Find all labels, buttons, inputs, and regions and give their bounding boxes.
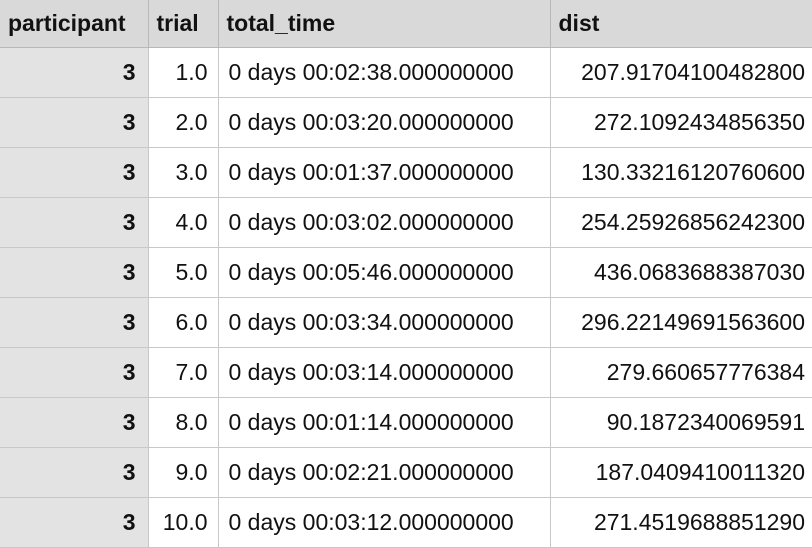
cell-participant[interactable]: 3: [0, 447, 149, 498]
table-row: 3 1.0 0 days 00:02:38.000000000 207.9170…: [0, 47, 812, 98]
table-row: 3 2.0 0 days 00:03:20.000000000 272.1092…: [0, 97, 812, 148]
cell-total-time[interactable]: 0 days 00:01:37.000000000: [218, 147, 551, 198]
table-row: 3 4.0 0 days 00:03:02.000000000 254.2592…: [0, 197, 812, 248]
cell-dist[interactable]: 207.91704100482800: [550, 47, 812, 98]
cell-trial[interactable]: 5.0: [148, 247, 219, 298]
cell-dist[interactable]: 272.1092434856350: [550, 97, 812, 148]
cell-trial[interactable]: 9.0: [148, 447, 219, 498]
cell-total-time[interactable]: 0 days 00:02:21.000000000: [218, 447, 551, 498]
header-row: participant trial total_time dist: [0, 0, 812, 48]
cell-trial[interactable]: 7.0: [148, 347, 219, 398]
cell-dist[interactable]: 254.25926856242300: [550, 197, 812, 248]
cell-total-time[interactable]: 0 days 00:03:02.000000000: [218, 197, 551, 248]
cell-participant[interactable]: 3: [0, 347, 149, 398]
column-header-trial[interactable]: trial: [148, 0, 219, 48]
cell-total-time[interactable]: 0 days 00:03:34.000000000: [218, 297, 551, 348]
cell-participant[interactable]: 3: [0, 147, 149, 198]
column-header-total-time[interactable]: total_time: [218, 0, 551, 48]
cell-trial[interactable]: 4.0: [148, 197, 219, 248]
table-row: 3 10.0 0 days 00:03:12.000000000 271.451…: [0, 497, 812, 548]
cell-participant[interactable]: 3: [0, 397, 149, 448]
table-row: 3 3.0 0 days 00:01:37.000000000 130.3321…: [0, 147, 812, 198]
cell-dist[interactable]: 187.0409410011320: [550, 447, 812, 498]
column-header-participant[interactable]: participant: [0, 0, 149, 48]
cell-trial[interactable]: 2.0: [148, 97, 219, 148]
cell-trial[interactable]: 10.0: [148, 497, 219, 548]
table-row: 3 7.0 0 days 00:03:14.000000000 279.6606…: [0, 347, 812, 398]
cell-dist[interactable]: 436.0683688387030: [550, 247, 812, 298]
table-row: 3 6.0 0 days 00:03:34.000000000 296.2214…: [0, 297, 812, 348]
cell-trial[interactable]: 6.0: [148, 297, 219, 348]
cell-total-time[interactable]: 0 days 00:05:46.000000000: [218, 247, 551, 298]
cell-total-time[interactable]: 0 days 00:01:14.000000000: [218, 397, 551, 448]
cell-participant[interactable]: 3: [0, 47, 149, 98]
cell-dist[interactable]: 130.33216120760600: [550, 147, 812, 198]
cell-trial[interactable]: 3.0: [148, 147, 219, 198]
cell-total-time[interactable]: 0 days 00:03:12.000000000: [218, 497, 551, 548]
column-header-dist[interactable]: dist: [550, 0, 812, 48]
cell-trial[interactable]: 1.0: [148, 47, 219, 98]
cell-dist[interactable]: 90.1872340069591: [550, 397, 812, 448]
cell-participant[interactable]: 3: [0, 497, 149, 548]
cell-dist[interactable]: 296.22149691563600: [550, 297, 812, 348]
cell-participant[interactable]: 3: [0, 197, 149, 248]
cell-trial[interactable]: 8.0: [148, 397, 219, 448]
cell-dist[interactable]: 279.660657776384: [550, 347, 812, 398]
cell-participant[interactable]: 3: [0, 247, 149, 298]
table-row: 3 9.0 0 days 00:02:21.000000000 187.0409…: [0, 447, 812, 498]
cell-dist[interactable]: 271.4519688851290: [550, 497, 812, 548]
cell-total-time[interactable]: 0 days 00:03:14.000000000: [218, 347, 551, 398]
table-row: 3 8.0 0 days 00:01:14.000000000 90.18723…: [0, 397, 812, 448]
cell-total-time[interactable]: 0 days 00:03:20.000000000: [218, 97, 551, 148]
cell-total-time[interactable]: 0 days 00:02:38.000000000: [218, 47, 551, 98]
cell-participant[interactable]: 3: [0, 97, 149, 148]
table-row: 3 5.0 0 days 00:05:46.000000000 436.0683…: [0, 247, 812, 298]
cell-participant[interactable]: 3: [0, 297, 149, 348]
